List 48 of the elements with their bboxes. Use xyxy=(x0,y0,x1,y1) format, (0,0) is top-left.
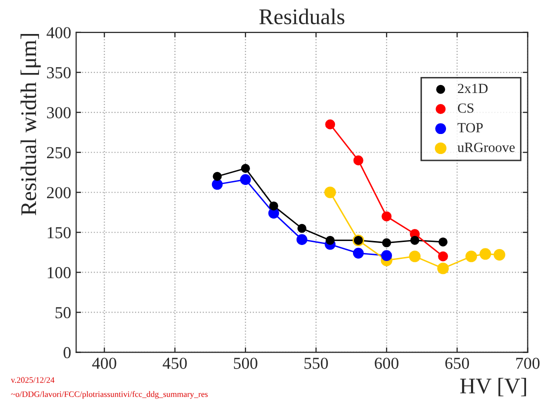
y-tick-label: 100 xyxy=(48,267,71,278)
point xyxy=(480,248,492,260)
y-tick-label: 250 xyxy=(47,147,71,158)
point xyxy=(240,174,251,185)
legend-label: uRGroove xyxy=(458,142,515,152)
y-tick-label: 200 xyxy=(47,187,71,198)
point xyxy=(382,238,392,248)
point xyxy=(381,250,392,261)
y-axis-title: Residual width [μm] xyxy=(20,34,41,216)
point xyxy=(382,211,392,222)
point xyxy=(353,155,364,166)
point xyxy=(494,248,506,261)
point xyxy=(326,236,335,245)
x-axis-title: HV [V] xyxy=(460,378,526,396)
point xyxy=(438,251,448,262)
x-tick-label: 650 xyxy=(445,358,469,369)
point xyxy=(269,201,278,210)
point xyxy=(240,164,250,173)
x-tick-label: 700 xyxy=(516,358,540,369)
x-tick-label: 500 xyxy=(234,358,258,369)
x-tick-label: 450 xyxy=(162,358,187,369)
point xyxy=(325,119,336,130)
legend-label: CS xyxy=(458,103,474,113)
point xyxy=(352,248,364,259)
point xyxy=(438,237,448,246)
x-tick-label: 550 xyxy=(304,358,328,369)
legend-label: 2x1D xyxy=(458,84,488,94)
point xyxy=(437,262,449,274)
x-tick-label: 600 xyxy=(374,358,398,369)
x-tick-label: 400 xyxy=(92,358,116,369)
point xyxy=(410,236,420,245)
chart-title: Residuals xyxy=(259,8,344,24)
point xyxy=(409,250,421,262)
point xyxy=(296,234,308,245)
y-tick-label: 150 xyxy=(48,227,71,238)
point xyxy=(212,172,222,181)
y-tick-label: 0 xyxy=(64,347,71,358)
point xyxy=(212,178,223,190)
legend-label: TOP xyxy=(458,123,483,132)
y-tick-label: 300 xyxy=(47,107,71,118)
y-tick-label: 50 xyxy=(56,307,71,318)
point xyxy=(324,186,336,198)
text: v.2025/12/24 xyxy=(10,377,54,383)
text: ~o/DDG/lavori/FCC/plotriassuntivi/fcc_ddg_summary_res xyxy=(11,391,208,399)
point xyxy=(297,224,306,233)
y-tick-label: 400 xyxy=(46,27,71,38)
y-tick-label: 350 xyxy=(47,67,71,78)
point xyxy=(465,250,478,262)
